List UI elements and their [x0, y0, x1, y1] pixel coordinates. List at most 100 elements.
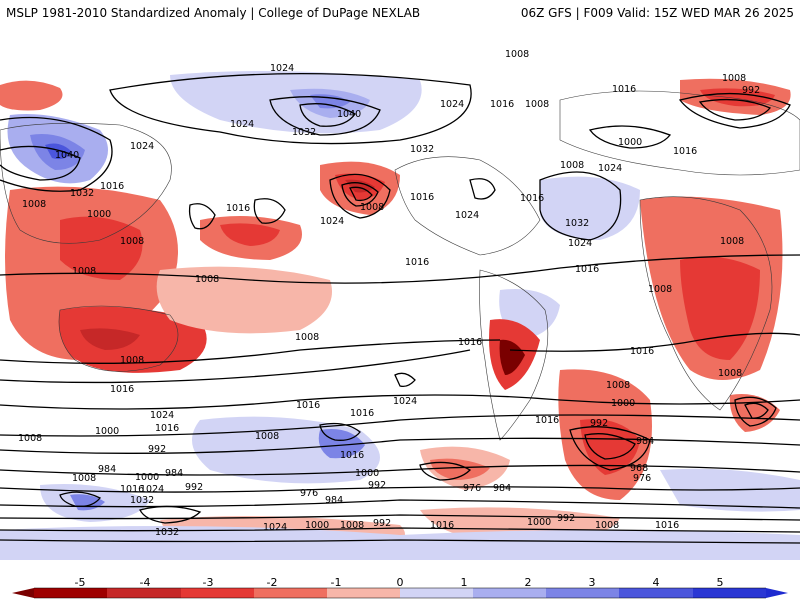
isobar — [0, 254, 800, 284]
colorbar-segment — [546, 588, 619, 598]
isobar — [744, 402, 769, 419]
anomaly-region — [318, 429, 365, 459]
isobar — [394, 372, 416, 388]
isobar — [509, 332, 800, 352]
isobar-label: 1040 — [55, 150, 79, 161]
isobar-label: 1016 — [575, 264, 599, 275]
isobar — [329, 173, 391, 219]
colorbar-segment — [693, 588, 766, 598]
isobar-label: 992 — [148, 444, 166, 455]
isobar-label: 1032 — [155, 527, 179, 538]
colorbar-tick-label: -2 — [266, 576, 278, 589]
isobar-label: 1016 — [410, 192, 434, 203]
isobar-label: 1016 — [296, 400, 320, 411]
isobar-label: 1008 — [120, 236, 144, 247]
isobar-label: 1016 — [535, 415, 559, 426]
isobar-label: 1000 — [305, 520, 329, 531]
isobar-label: 1008 — [195, 274, 219, 285]
isobar — [0, 464, 800, 476]
isobar-label: 992 — [185, 482, 203, 493]
isobar — [269, 96, 381, 136]
isobar-label: 1016 — [458, 337, 482, 348]
isobar-label: 1008 — [718, 368, 742, 379]
isobar-label: 992 — [368, 480, 386, 491]
isobar — [188, 203, 216, 230]
colorbar-left-arrow — [12, 588, 34, 598]
isobar — [0, 514, 800, 521]
isobar-label: 1024 — [598, 163, 622, 174]
isobar — [584, 433, 636, 460]
isobar — [734, 396, 777, 427]
isobar-label: 1008 — [18, 433, 42, 444]
isobar-label: 1008 — [722, 73, 746, 84]
isobar — [0, 116, 113, 192]
colorbar-tick-label: 3 — [588, 576, 596, 589]
isobar-label: 1008 — [340, 520, 364, 531]
isobar-label: 1008 — [595, 520, 619, 531]
isobar-label: 1016 — [520, 193, 544, 204]
isobar-label: 1000 — [611, 398, 635, 409]
isobar-label: 976 — [633, 473, 651, 484]
colorbar-segment — [619, 588, 693, 598]
isobar-label: 1024 — [320, 216, 344, 227]
isobar-label: 1032 — [292, 127, 316, 138]
isobar-label: 1016 — [630, 346, 654, 357]
header: MSLP 1981-2010 Standardized Anomaly | Co… — [0, 0, 800, 38]
colorbar-segment — [473, 588, 546, 598]
anomaly-region — [60, 216, 143, 280]
isobar-label: 1000 — [355, 468, 379, 479]
isobar — [139, 505, 202, 524]
isobar — [0, 486, 800, 493]
isobar — [0, 527, 800, 533]
anomaly-region — [540, 176, 640, 240]
isobar-label: 1008 — [505, 49, 529, 60]
isobar-label: 1016 — [340, 450, 364, 461]
isobar-label: 1024 — [440, 99, 464, 110]
coastline — [639, 196, 773, 411]
isobar-label: 1016 — [110, 384, 134, 395]
isobar-label: 1000 — [527, 517, 551, 528]
isobar-label: 1016 — [655, 520, 679, 531]
isobar-label: 1016 — [612, 84, 636, 95]
isobar — [0, 349, 471, 384]
isobar — [539, 171, 622, 241]
isobar-label: 1008 — [72, 266, 96, 277]
colorbar-tick-label: 2 — [524, 576, 532, 589]
anomaly-region — [499, 339, 525, 375]
isobar — [0, 394, 800, 410]
anomaly-region — [430, 458, 490, 480]
isobar-labels: 1024 1032 1040 1024 1024 1040 1032 1016 … — [18, 49, 760, 538]
isobar-label: 984 — [98, 464, 116, 475]
coastlines — [0, 90, 800, 441]
isobar-label: 1008 — [120, 355, 144, 366]
isobar-label: 976 — [463, 483, 481, 494]
isobar — [299, 103, 356, 127]
anomaly-region — [45, 143, 72, 160]
isobar-label: 1024 — [393, 396, 417, 407]
isobar-label: 1032 — [410, 144, 434, 155]
isobar-label: 1008 — [72, 473, 96, 484]
isobar-label: 1008 — [525, 99, 549, 110]
coastline — [479, 269, 549, 441]
colorbar-tick-label: -4 — [139, 576, 151, 589]
isobar — [469, 178, 496, 200]
isobar — [0, 145, 81, 181]
isobar — [0, 499, 800, 509]
isobar-label: 1016 — [120, 484, 144, 495]
isobar-label: 1016 — [430, 520, 454, 531]
isobar-label: 1016 — [155, 423, 179, 434]
isobar-label: 992 — [373, 518, 391, 529]
coastline — [394, 156, 541, 256]
isobar-label: 1008 — [22, 199, 46, 210]
isobar — [59, 491, 102, 507]
isobar — [0, 414, 800, 437]
isobar-label: 1016 — [405, 257, 429, 268]
isobar-label: 1008 — [606, 380, 630, 391]
isobar-label: 984 — [165, 468, 183, 479]
isobar-label: 984 — [636, 436, 654, 447]
isobar-label: 992 — [590, 418, 608, 429]
isobar-label: 1032 — [565, 218, 589, 229]
isobar — [319, 422, 361, 441]
isobar — [698, 98, 772, 121]
isobar — [109, 72, 472, 145]
